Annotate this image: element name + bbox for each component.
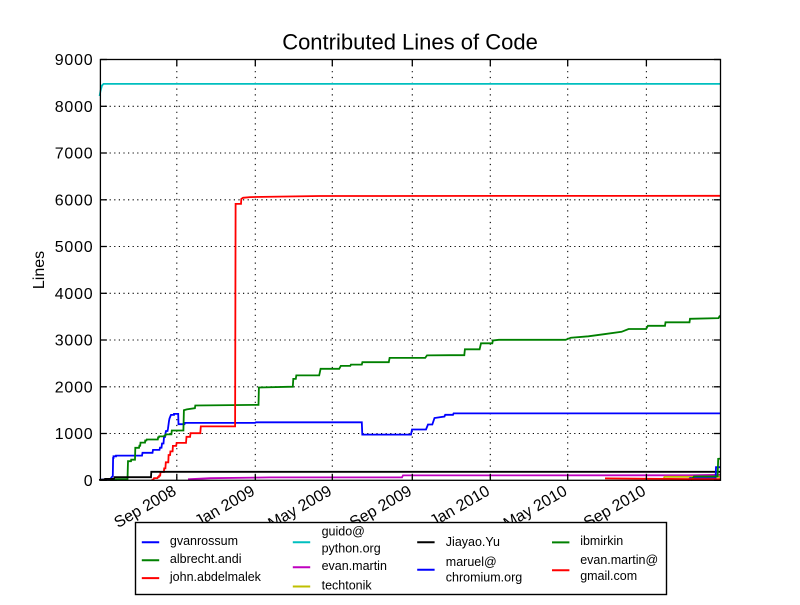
svg-text:john.abdelmalek: john.abdelmalek xyxy=(169,570,262,584)
svg-text:2000: 2000 xyxy=(55,379,94,396)
svg-text:7000: 7000 xyxy=(55,146,94,163)
svg-text:maruel@: maruel@ xyxy=(446,555,497,569)
svg-text:8000: 8000 xyxy=(55,99,94,116)
svg-text:evan.martin: evan.martin xyxy=(322,559,387,573)
svg-text:0: 0 xyxy=(84,473,94,490)
svg-text:gvanrossum: gvanrossum xyxy=(170,534,238,548)
svg-text:4000: 4000 xyxy=(55,286,94,303)
svg-text:evan.martin@: evan.martin@ xyxy=(580,553,658,567)
svg-text:1000: 1000 xyxy=(55,426,94,443)
svg-text:3000: 3000 xyxy=(55,333,94,350)
svg-text:albrecht.andi: albrecht.andi xyxy=(170,552,242,566)
svg-text:Contributed Lines of Code: Contributed Lines of Code xyxy=(282,30,538,55)
svg-text:6000: 6000 xyxy=(55,192,94,209)
svg-text:Jiayao.Yu: Jiayao.Yu xyxy=(446,535,500,549)
svg-text:gmail.com: gmail.com xyxy=(580,569,637,583)
svg-text:5000: 5000 xyxy=(55,239,94,256)
svg-text:ibmirkin: ibmirkin xyxy=(580,534,623,548)
svg-text:9000: 9000 xyxy=(55,52,94,69)
svg-text:guido@: guido@ xyxy=(322,525,365,539)
svg-text:chromium.org: chromium.org xyxy=(446,571,522,585)
svg-text:python.org: python.org xyxy=(322,542,381,556)
svg-text:Lines: Lines xyxy=(31,251,48,289)
svg-text:techtonik: techtonik xyxy=(322,578,373,592)
